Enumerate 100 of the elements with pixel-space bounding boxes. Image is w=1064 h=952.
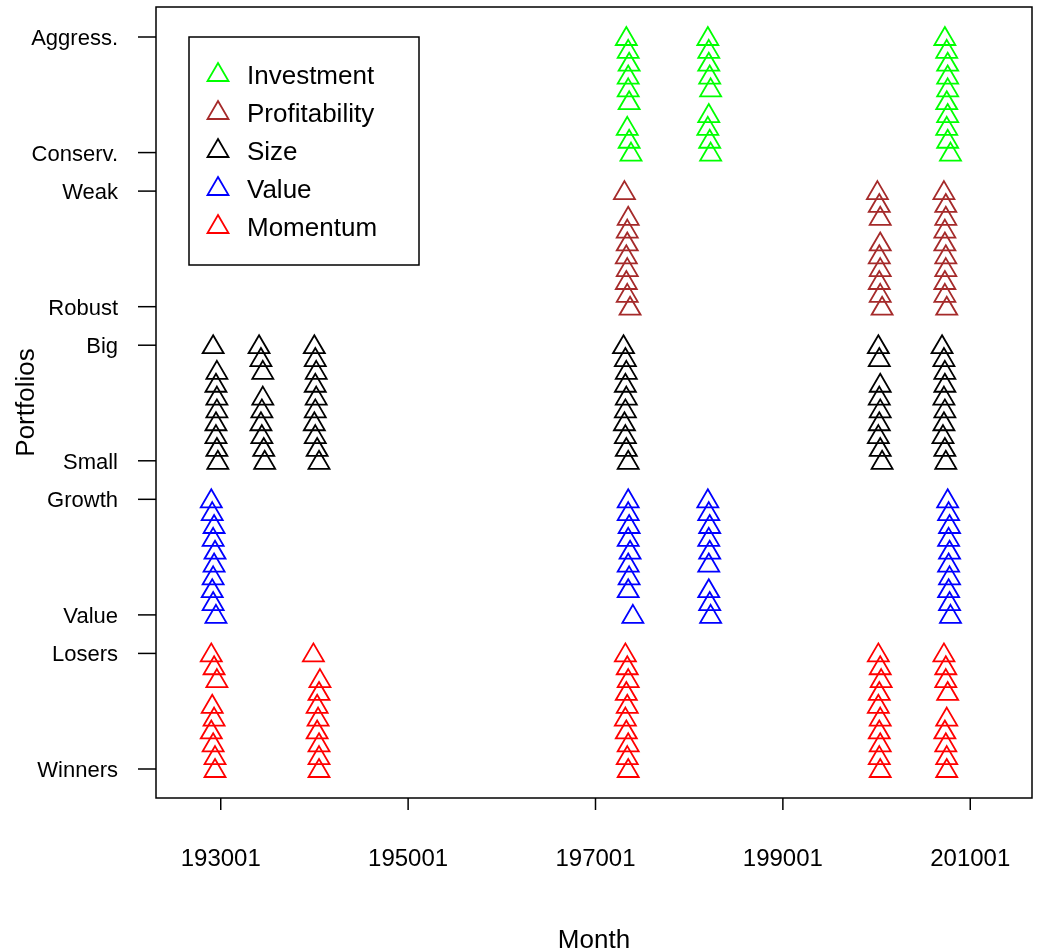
- point: [613, 424, 637, 445]
- point: [935, 90, 959, 111]
- point: [938, 591, 961, 611]
- point: [933, 398, 957, 419]
- point: [614, 437, 638, 457]
- y-tick-label: Conserv.: [31, 140, 118, 166]
- point: [867, 385, 891, 406]
- legend-label: Value: [247, 174, 312, 204]
- point: [200, 578, 224, 599]
- point: [932, 642, 956, 663]
- point: [305, 719, 329, 740]
- point: [199, 488, 223, 509]
- point: [616, 552, 640, 573]
- point: [697, 501, 721, 522]
- point: [937, 552, 961, 573]
- point: [934, 732, 958, 753]
- point: [303, 372, 327, 393]
- point: [936, 77, 960, 98]
- point: [699, 77, 723, 98]
- point: [615, 745, 639, 766]
- point: [616, 501, 640, 522]
- point: [935, 758, 959, 778]
- point: [615, 693, 639, 714]
- point: [203, 745, 227, 766]
- point: [869, 668, 893, 689]
- point: [867, 347, 891, 367]
- point: [614, 244, 638, 265]
- y-tick-label: Value: [63, 602, 118, 628]
- point: [697, 552, 721, 573]
- point: [866, 642, 890, 663]
- point: [614, 270, 638, 290]
- point: [867, 411, 891, 432]
- point: [868, 437, 892, 457]
- y-tick-label: Small: [62, 448, 118, 474]
- point: [868, 372, 892, 393]
- point: [934, 449, 958, 470]
- point: [868, 282, 892, 303]
- point: [612, 334, 635, 355]
- point: [307, 681, 331, 701]
- y-axis-title: Portfolios: [10, 348, 40, 457]
- point: [204, 411, 228, 432]
- point: [249, 411, 273, 432]
- point: [936, 488, 960, 509]
- point: [937, 578, 961, 599]
- point: [616, 526, 640, 547]
- point: [200, 501, 224, 522]
- point: [303, 347, 327, 367]
- point: [616, 77, 640, 98]
- point: [616, 205, 640, 226]
- point: [621, 603, 645, 624]
- x-tick-label: 193001: [180, 844, 261, 871]
- point: [307, 745, 331, 766]
- point: [616, 732, 640, 753]
- point: [937, 526, 961, 547]
- point: [617, 51, 641, 72]
- point: [867, 745, 891, 766]
- point: [933, 359, 957, 380]
- point: [933, 231, 957, 252]
- point: [936, 103, 960, 123]
- point: [698, 128, 722, 149]
- point: [697, 51, 721, 72]
- point: [251, 359, 275, 380]
- point: [867, 270, 891, 290]
- point: [868, 732, 892, 753]
- y-tick-label: Losers: [51, 641, 118, 667]
- point: [618, 539, 642, 560]
- x-tick-label: 195001: [368, 844, 449, 871]
- point: [868, 257, 892, 278]
- point: [699, 141, 723, 162]
- point: [868, 398, 892, 419]
- point: [613, 398, 637, 419]
- point: [930, 334, 954, 355]
- point: [613, 642, 637, 663]
- point: [250, 424, 274, 445]
- point: [613, 706, 637, 727]
- point: [307, 449, 331, 470]
- point: [936, 681, 960, 701]
- point: [203, 758, 227, 778]
- point: [615, 655, 639, 676]
- point: [307, 758, 331, 778]
- point: [698, 539, 722, 560]
- point: [868, 706, 892, 727]
- point: [252, 437, 276, 457]
- point: [936, 51, 960, 72]
- point: [251, 385, 275, 406]
- point: [616, 64, 640, 85]
- point: [201, 591, 225, 611]
- point: [866, 180, 889, 201]
- point: [933, 437, 957, 457]
- point: [302, 642, 325, 663]
- point: [933, 372, 957, 393]
- point: [200, 693, 224, 714]
- legend-label: Profitability: [247, 98, 375, 128]
- point: [697, 38, 721, 59]
- y-tick-label: Growth: [47, 487, 118, 513]
- point: [939, 141, 962, 162]
- point: [936, 64, 960, 85]
- point: [617, 128, 641, 149]
- point: [699, 603, 723, 624]
- legend-label: Size: [247, 136, 298, 166]
